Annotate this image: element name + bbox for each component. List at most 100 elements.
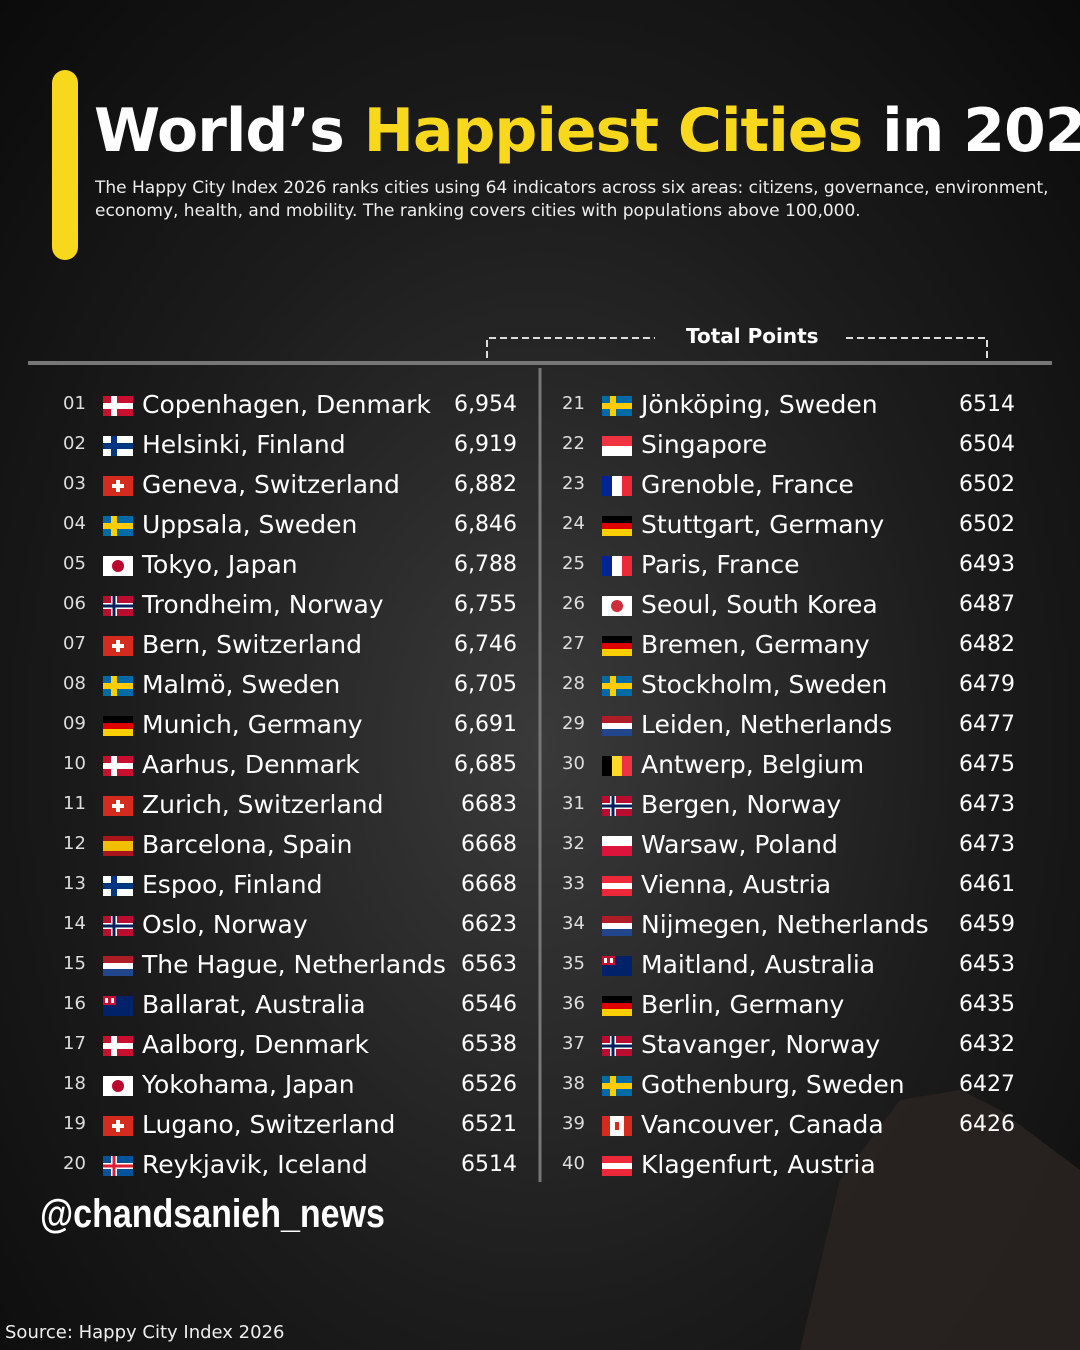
title-highlight: Happiest Cities	[363, 96, 863, 166]
points: 6453	[959, 952, 1015, 977]
flag	[602, 796, 632, 816]
rank: 02	[63, 433, 86, 454]
city: Zurich, Switzerland	[142, 790, 384, 819]
flag	[103, 916, 133, 936]
column-header: Total Points	[686, 324, 819, 348]
rank: 22	[562, 433, 585, 454]
rank: 36	[562, 993, 585, 1014]
title-start: World’s	[94, 96, 345, 166]
city: Tokyo, Japan	[142, 550, 298, 579]
points: 6683	[461, 792, 517, 817]
city: Bergen, Norway	[641, 790, 842, 819]
points: 6477	[959, 712, 1015, 737]
rank: 26	[562, 593, 585, 614]
subtitle: The Happy City Index 2026 ranks cities u…	[95, 178, 1049, 221]
flag	[602, 596, 632, 616]
rank: 34	[562, 913, 585, 934]
points: 6504	[959, 432, 1015, 457]
flag	[602, 1156, 632, 1176]
city: Munich, Germany	[142, 710, 363, 739]
flag	[103, 436, 133, 456]
flag	[103, 396, 133, 416]
rank: 16	[63, 993, 86, 1014]
city: Oslo, Norway	[142, 910, 308, 939]
points: 6461	[959, 872, 1015, 897]
flag	[103, 1036, 133, 1056]
rank: 40	[562, 1153, 585, 1174]
rank: 21	[562, 393, 585, 414]
flag	[103, 1156, 133, 1176]
rank: 29	[562, 713, 585, 734]
city: Maitland, Australia	[641, 950, 876, 979]
flag	[602, 396, 632, 416]
flag	[602, 1076, 632, 1096]
flag	[103, 476, 133, 496]
flag	[103, 676, 133, 696]
rank: 35	[562, 953, 585, 974]
rank: 19	[63, 1113, 86, 1134]
source: Source: Happy City Index 2026	[5, 1322, 285, 1343]
flag	[602, 1116, 632, 1136]
title: World’s Happiest Cities in 2026	[94, 96, 1080, 166]
points: 6,788	[454, 552, 517, 577]
flag	[103, 716, 133, 736]
rank: 12	[63, 833, 86, 854]
flag	[602, 476, 632, 496]
points: 6623	[461, 912, 517, 937]
flag	[103, 596, 133, 616]
city: Malmö, Sweden	[142, 670, 341, 699]
points: 6514	[959, 392, 1015, 417]
flag	[602, 516, 632, 536]
points: 6,746	[454, 632, 517, 657]
flag	[103, 1076, 133, 1096]
city: Lugano, Switzerland	[142, 1110, 396, 1139]
city: Warsaw, Poland	[641, 830, 838, 859]
points: 6435	[959, 992, 1015, 1017]
points: 6521	[461, 1112, 517, 1137]
flag	[103, 1116, 133, 1136]
flag	[103, 876, 133, 896]
rank: 13	[63, 873, 86, 894]
city: Jönköping, Sweden	[641, 390, 878, 419]
city: Nijmegen, Netherlands	[641, 910, 929, 939]
rank: 18	[63, 1073, 86, 1094]
city: Bremen, Germany	[641, 630, 870, 659]
points: 6,691	[454, 712, 517, 737]
city: Leiden, Netherlands	[641, 710, 893, 739]
city: Vancouver, Canada	[641, 1110, 884, 1139]
flag	[602, 996, 632, 1016]
points: 6,954	[454, 392, 517, 417]
points: 6,755	[454, 592, 517, 617]
flag	[103, 756, 133, 776]
city: Stuttgart, Germany	[641, 510, 885, 539]
flag	[602, 836, 632, 856]
city: Antwerp, Belgium	[641, 750, 865, 779]
city: Vienna, Austria	[641, 870, 832, 899]
points: 6502	[959, 472, 1015, 497]
title-end: in 2026	[882, 96, 1080, 166]
rank: 32	[562, 833, 585, 854]
points: 6426	[959, 1112, 1015, 1137]
flag	[602, 956, 632, 976]
flag	[103, 556, 133, 576]
flag	[103, 836, 133, 856]
city: Berlin, Germany	[641, 990, 845, 1019]
city: Yokohama, Japan	[142, 1070, 355, 1099]
rank: 15	[63, 953, 86, 974]
rank: 23	[562, 473, 585, 494]
rank: 28	[562, 673, 585, 694]
points: 6,919	[454, 432, 517, 457]
points: 6493	[959, 552, 1015, 577]
flag	[602, 436, 632, 456]
city: Singapore	[641, 430, 768, 459]
points: 6432	[959, 1032, 1015, 1057]
rank: 05	[63, 553, 86, 574]
photo-placeholder	[800, 1090, 1080, 1350]
rank: 37	[562, 1033, 585, 1054]
city: Aalborg, Denmark	[142, 1030, 370, 1059]
flag	[602, 676, 632, 696]
rank: 03	[63, 473, 86, 494]
points: 6514	[461, 1152, 517, 1177]
